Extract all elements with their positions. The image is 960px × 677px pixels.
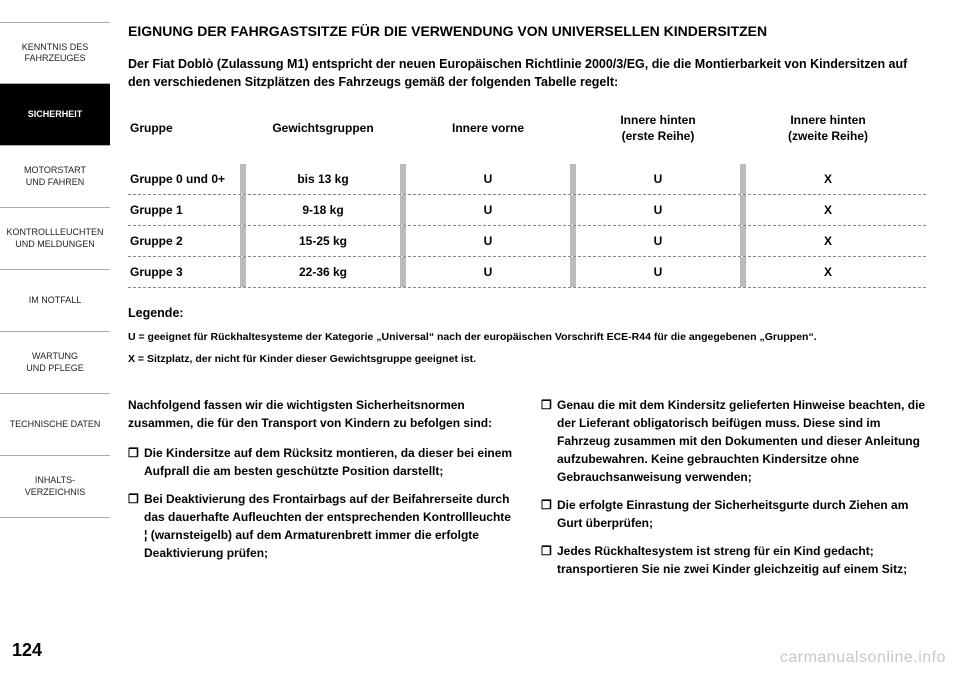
table-row: Gruppe 215-25 kgUUX bbox=[128, 226, 926, 257]
td-group: Gruppe 0 und 0+ bbox=[128, 164, 238, 194]
bullet-mark: ❒ bbox=[128, 490, 144, 562]
td-front: U bbox=[408, 164, 568, 194]
td-rear2: X bbox=[748, 195, 908, 225]
bullet-text: Die Kindersitze auf dem Rücksitz montier… bbox=[144, 444, 513, 480]
bullet-item: ❒Die Kindersitze auf dem Rücksitz montie… bbox=[128, 444, 513, 480]
legend-title: Legende: bbox=[128, 306, 926, 320]
page-content: EIGNUNG DER FAHRGASTSITZE FÜR DIE VERWEN… bbox=[110, 0, 960, 677]
sidebar-tab[interactable]: INHALTS-VERZEICHNIS bbox=[0, 456, 110, 518]
td-group: Gruppe 1 bbox=[128, 195, 238, 225]
th-weight: Gewichtsgruppen bbox=[248, 115, 398, 157]
td-rear2: X bbox=[748, 226, 908, 256]
legend-line-x: X = Sitzplatz, der nicht für Kinder dies… bbox=[128, 352, 926, 368]
td-group: Gruppe 2 bbox=[128, 226, 238, 256]
table-header-row: Gruppe Gewichtsgruppen Innere vorne Inne… bbox=[128, 107, 926, 164]
bullet-text: Bei Deaktivierung des Frontairbags auf d… bbox=[144, 490, 513, 562]
sidebar-tab[interactable]: SICHERHEIT bbox=[0, 84, 110, 146]
sidebar-nav: KENNTNIS DESFAHRZEUGESSICHERHEITMOTORSTA… bbox=[0, 0, 110, 677]
table-row: Gruppe 0 und 0+bis 13 kgUUX bbox=[128, 164, 926, 195]
right-column: ❒Genau die mit dem Kindersitz gelieferte… bbox=[541, 396, 926, 588]
bullet-text: Jedes Rückhaltesystem ist streng für ein… bbox=[557, 542, 926, 578]
td-rear1: U bbox=[578, 164, 738, 194]
bullet-mark: ❒ bbox=[541, 542, 557, 578]
table-row: Gruppe 322-36 kgUUX bbox=[128, 257, 926, 288]
bullet-item: ❒Die erfolgte Einrastung der Sicherheits… bbox=[541, 496, 926, 532]
td-rear1: U bbox=[578, 226, 738, 256]
td-group: Gruppe 3 bbox=[128, 257, 238, 287]
bullet-item: ❒Bei Deaktivierung des Frontairbags auf … bbox=[128, 490, 513, 562]
bullet-mark: ❒ bbox=[128, 444, 144, 480]
td-front: U bbox=[408, 257, 568, 287]
sidebar-tab[interactable]: KONTROLLLEUCHTENUND MELDUNGEN bbox=[0, 208, 110, 270]
sidebar-tab[interactable]: MOTORSTARTUND FAHREN bbox=[0, 146, 110, 208]
td-front: U bbox=[408, 226, 568, 256]
suitability-table: Gruppe Gewichtsgruppen Innere vorne Inne… bbox=[128, 107, 926, 288]
body-columns: Nachfolgend fassen wir die wichtigsten S… bbox=[128, 396, 926, 588]
bullet-text: Genau die mit dem Kindersitz gelieferten… bbox=[557, 396, 926, 486]
td-weight: bis 13 kg bbox=[248, 164, 398, 194]
th-rear2: Innere hinten(zweite Reihe) bbox=[748, 107, 908, 164]
td-rear1: U bbox=[578, 257, 738, 287]
sidebar-tab[interactable]: IM NOTFALL bbox=[0, 270, 110, 332]
watermark: carmanualsonline.info bbox=[780, 649, 946, 667]
td-weight: 15-25 kg bbox=[248, 226, 398, 256]
bullet-item: ❒Jedes Rückhaltesystem ist streng für ei… bbox=[541, 542, 926, 578]
th-group: Gruppe bbox=[128, 115, 238, 157]
legend-line-u: U = geeignet für Rückhaltesysteme der Ka… bbox=[128, 330, 926, 346]
td-rear1: U bbox=[578, 195, 738, 225]
td-front: U bbox=[408, 195, 568, 225]
bullet-item: ❒Genau die mit dem Kindersitz gelieferte… bbox=[541, 396, 926, 486]
table-row: Gruppe 19-18 kgUUX bbox=[128, 195, 926, 226]
th-front: Innere vorne bbox=[408, 115, 568, 157]
sidebar-tab[interactable]: WARTUNGUND PFLEGE bbox=[0, 332, 110, 394]
td-weight: 9-18 kg bbox=[248, 195, 398, 225]
section-title: EIGNUNG DER FAHRGASTSITZE FÜR DIE VERWEN… bbox=[128, 22, 926, 41]
left-intro: Nachfolgend fassen wir die wichtigsten S… bbox=[128, 396, 513, 432]
left-column: Nachfolgend fassen wir die wichtigsten S… bbox=[128, 396, 513, 588]
td-rear2: X bbox=[748, 164, 908, 194]
td-rear2: X bbox=[748, 257, 908, 287]
bullet-mark: ❒ bbox=[541, 496, 557, 532]
page-number: 124 bbox=[12, 640, 42, 661]
th-rear1: Innere hinten(erste Reihe) bbox=[578, 107, 738, 164]
bullet-text: Die erfolgte Einrastung der Sicherheitsg… bbox=[557, 496, 926, 532]
bullet-mark: ❒ bbox=[541, 396, 557, 486]
sidebar-tab[interactable]: KENNTNIS DESFAHRZEUGES bbox=[0, 22, 110, 84]
intro-text: Der Fiat Doblò (Zulassung M1) entspricht… bbox=[128, 55, 926, 91]
sidebar-tab[interactable]: TECHNISCHE DATEN bbox=[0, 394, 110, 456]
td-weight: 22-36 kg bbox=[248, 257, 398, 287]
